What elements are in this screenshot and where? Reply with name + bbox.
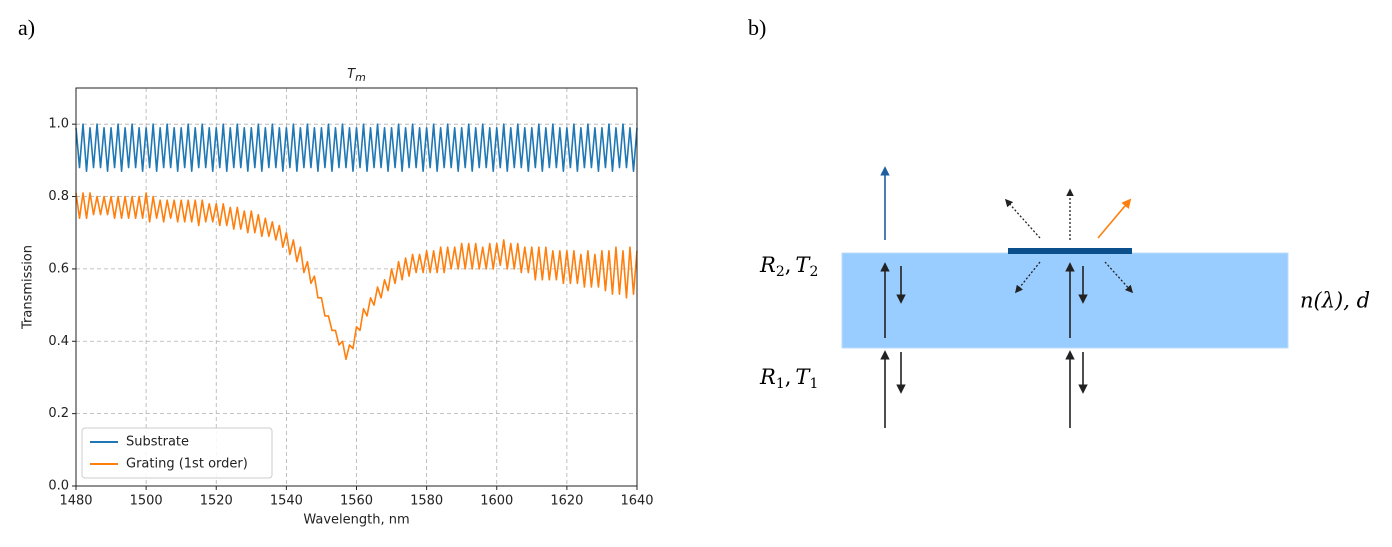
x-tick-label: 1560 [340, 494, 373, 509]
arrow [1015, 261, 1041, 294]
x-tick-label: 1580 [410, 494, 443, 509]
series-line [75, 123, 638, 173]
panel-label: a) [18, 15, 35, 40]
x-axis-label: Wavelength, nm [303, 513, 409, 528]
x-tick-label: 1500 [130, 494, 163, 509]
arrow [1104, 261, 1134, 294]
title-text: T [347, 67, 356, 82]
y-tick-label: 0.4 [48, 334, 69, 349]
x-tick-label: 1540 [270, 494, 303, 509]
x-tick-label: 1600 [480, 494, 513, 509]
grating [1008, 248, 1132, 254]
layer-label: n(λ), d [1300, 289, 1370, 313]
y-axis-label: Transmission [21, 245, 36, 330]
x-tick-label: 1520 [200, 494, 233, 509]
series-line [75, 192, 638, 361]
panel-label: b) [748, 15, 766, 40]
arrow [1097, 198, 1132, 239]
diagram: R2, T2 R1, T1 n(λ), d [759, 166, 1370, 428]
legend-box [81, 427, 273, 479]
substrate-layer [841, 252, 1289, 349]
x-tick-label: 1480 [59, 494, 92, 509]
legend-label: Grating (1st order) [126, 457, 248, 472]
y-tick-label: 0.2 [48, 406, 69, 421]
x-tick-label: 1620 [550, 494, 583, 509]
y-tick-label: 0.8 [48, 189, 69, 204]
title-sub: m [355, 71, 366, 84]
y-tick-label: 1.0 [48, 117, 69, 132]
legend-label: Substrate [126, 435, 189, 450]
interface-label: R2, T2 [759, 253, 818, 281]
y-tick-label: 0.6 [48, 261, 69, 276]
x-tick-label: 1640 [620, 494, 653, 509]
y-tick-label: 0.0 [48, 479, 69, 494]
arrow [1004, 198, 1041, 239]
plot-frame [75, 87, 638, 487]
chart: 0.0 0.2 0.4 0.6 0.8 1.0 1480 1500 1520 1540 1560 15… [21, 67, 654, 528]
chart-title: Tm [347, 67, 366, 85]
interface-label: R1, T1 [759, 365, 818, 393]
